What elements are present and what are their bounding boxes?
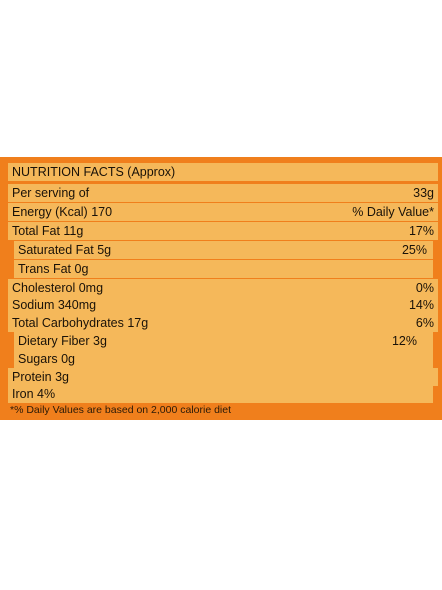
nutrition-title: NUTRITION FACTS (Approx) [12,165,176,179]
trans-fat-label: Trans Fat 0g [18,262,89,276]
protein-label: Protein 3g [12,370,69,384]
trans-fat-row: Trans Fat 0g [14,260,433,278]
protein-row: Protein 3g [8,368,438,386]
iron-row: Iron 4% [8,385,433,403]
daily-value-header: % Daily Value* [352,205,434,219]
daily-value-footnote: *% Daily Values are based on 2,000 calor… [10,404,232,416]
sugars-row: Sugars 0g [14,350,433,368]
nutrition-title-row: NUTRITION FACTS (Approx) [8,163,438,181]
cholesterol-value: 0% [415,281,434,295]
saturated-fat-value: 25% [401,243,427,257]
sugars-label: Sugars 0g [18,352,75,366]
sodium-value: 14% [408,298,434,312]
total-fat-value: 17% [408,224,434,238]
sodium-row: Sodium 340mg 14% [8,296,438,314]
iron-label: Iron 4% [12,387,56,401]
serving-row: Per serving of 33g [8,184,438,202]
total-carbohydrates-row: Total Carbohydrates 17g 6% [8,314,438,332]
total-carbohydrates-value: 6% [415,316,434,330]
total-fat-label: Total Fat 11g [12,224,84,238]
energy-row: Energy (Kcal) 170 % Daily Value* [8,203,438,221]
cholesterol-label: Cholesterol 0mg [12,281,104,295]
cholesterol-row: Cholesterol 0mg 0% [8,279,438,297]
dietary-fiber-label: Dietary Fiber 3g [18,334,107,348]
energy-label: Energy (Kcal) 170 [12,205,113,219]
saturated-fat-row: Saturated Fat 5g 25% [14,241,433,259]
dietary-fiber-row: Dietary Fiber 3g 12% [14,332,433,350]
sodium-label: Sodium 340mg [12,298,97,312]
dietary-fiber-value: 12% [391,334,417,348]
serving-label: Per serving of [12,186,90,200]
total-carbohydrates-label: Total Carbohydrates 17g [12,316,149,330]
serving-value: 33g [413,186,434,200]
saturated-fat-label: Saturated Fat 5g [18,243,112,257]
total-fat-row: Total Fat 11g 17% [8,222,438,240]
